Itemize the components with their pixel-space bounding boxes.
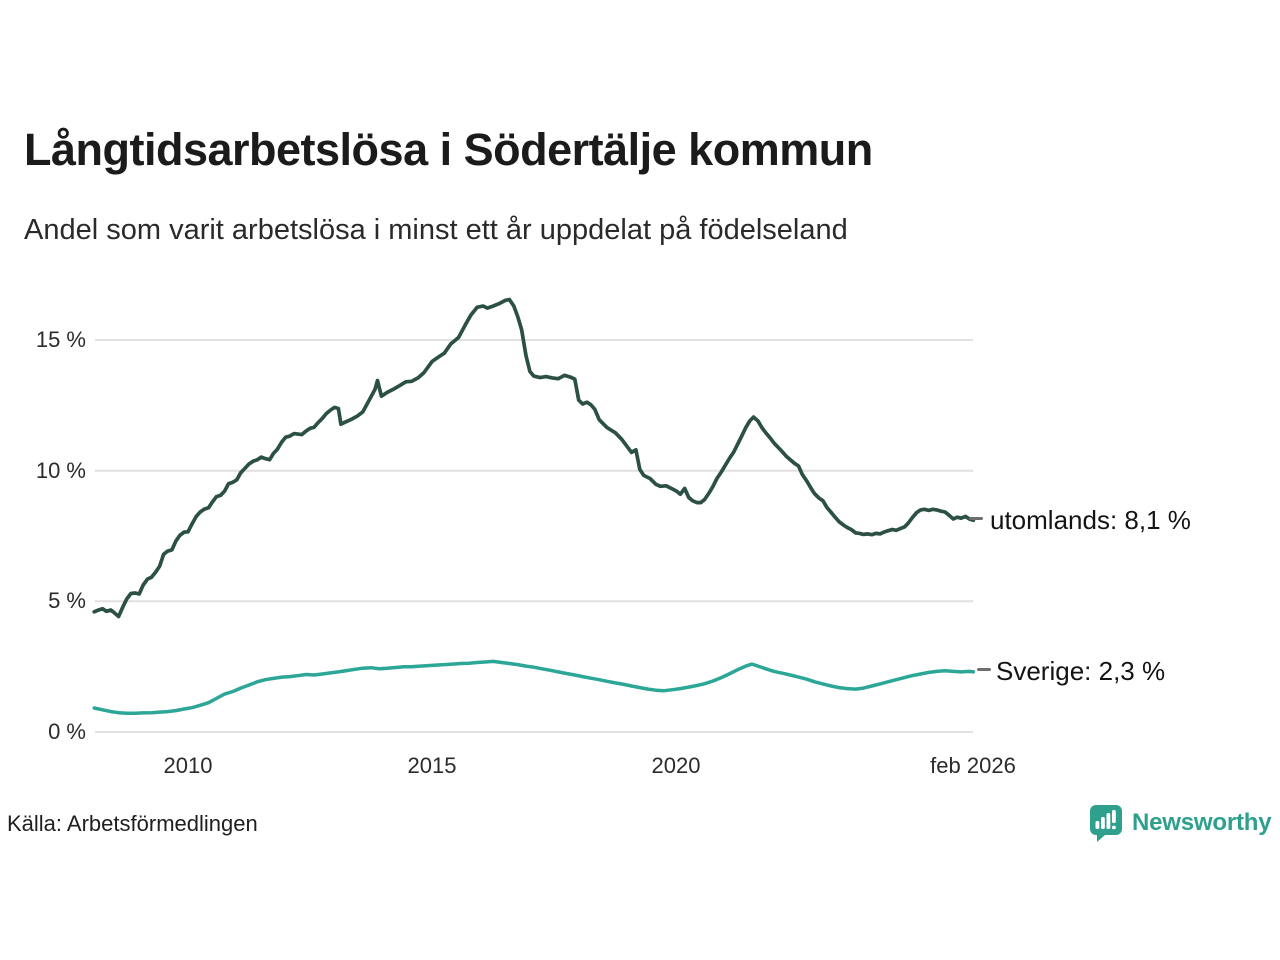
y-axis-tick-15: 15 %: [35, 327, 86, 352]
y-axis-tick-0: 0 %: [48, 719, 86, 744]
y-axis-tick-5: 5 %: [48, 588, 86, 614]
x-axis-tick-2010: 2010: [163, 753, 213, 778]
x-axis-tick-2015: 2015: [407, 753, 457, 778]
series-line-utomlands: [92, 297, 976, 619]
series-lines: [92, 297, 976, 715]
y-axis-tick-10: 10 %: [35, 457, 86, 483]
sverige-series-label: Sverige: 2,3 %: [996, 656, 1166, 686]
page-title: Långtidsarbetslösa i Södertälje kommun: [24, 124, 873, 175]
utomlands-series-label: utomlands: 8,1 %: [990, 505, 1191, 535]
newsworthy-brand-text: Newsworthy: [1132, 809, 1272, 836]
newsworthy-brand: Newsworthy: [1088, 803, 1272, 843]
sverige-label-dash: [977, 668, 991, 671]
utomlands-label-dash: [969, 517, 983, 520]
source-note: Källa: Arbetsförmedlingen: [7, 811, 258, 836]
x-axis-tick-feb2026: feb 2026: [930, 753, 1016, 778]
newsworthy-logo-icon: [1090, 805, 1122, 842]
x-axis-tick-2020: 2020: [651, 753, 701, 778]
gridlines: [95, 339, 973, 733]
page-subtitle: Andel som varit arbetslösa i minst ett å…: [24, 214, 848, 246]
series-line-Sverige: [92, 659, 976, 715]
